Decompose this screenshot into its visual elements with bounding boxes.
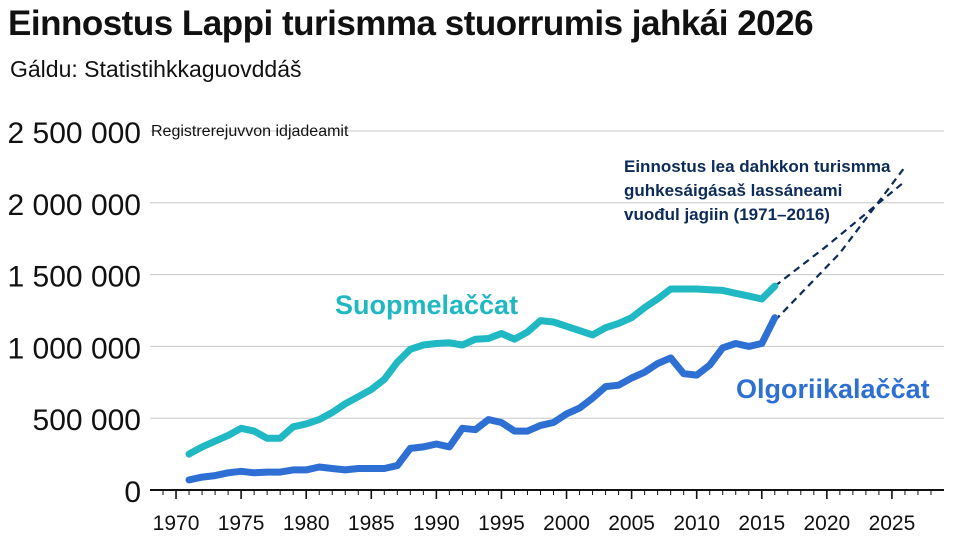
- chart-title: Einnostus Lappi turismma stuorrumis jahk…: [8, 4, 814, 43]
- gridlines: [150, 130, 944, 419]
- series-label-suopmelaccat: Suopmelaččat: [335, 290, 518, 320]
- forecast-annotation: Einnostus lea dahkkon turismma guhkesáigá…: [624, 157, 891, 224]
- x-tick-label: 2015: [738, 512, 785, 535]
- x-tick-label: 2020: [803, 512, 850, 535]
- y-tick-label: 0: [124, 476, 141, 509]
- x-tick-label: 1975: [218, 512, 265, 535]
- annotation-line: vuođul jagiin (1971–2016): [624, 205, 830, 224]
- x-tick-label: 1980: [283, 512, 330, 535]
- x-axis: 1970 1975 1980 1985 1990 1995 2000 2005 2010 2015…: [150, 489, 944, 535]
- series-lines: [185, 166, 906, 484]
- chart-subtitle: Gáldu: Statistihkkaguovddáš: [10, 56, 302, 82]
- y-tick-labels: 0 500 000 1 000 000 1 500 000 2 000 000 2 500…: [8, 117, 141, 509]
- series-line: [185, 314, 779, 484]
- x-tick-label: 1995: [478, 512, 525, 535]
- y-tick-label: 1 500 000: [8, 261, 141, 294]
- y-tick-label: 2 500 000: [8, 117, 141, 150]
- y-tick-label: 500 000: [33, 404, 141, 437]
- y-tick-label: 2 000 000: [8, 189, 141, 222]
- series-line: [185, 282, 779, 458]
- annotation-line: guhkesáigásaš lassáneami: [624, 181, 842, 200]
- series-label-olgoriikalaccat: Olgoriikalaččat: [736, 374, 930, 404]
- y-axis-label: Registrerejuvvon idjadeamit: [151, 123, 349, 140]
- y-tick-label: 1 000 000: [8, 332, 141, 365]
- x-tick-label: 2000: [543, 512, 590, 535]
- x-tick-label: 2005: [608, 512, 655, 535]
- x-tick-label: 1990: [413, 512, 460, 535]
- annotation-line: Einnostus lea dahkkon turismma: [624, 157, 891, 176]
- x-tick-label: 1985: [348, 512, 395, 535]
- x-tick-label: 1970: [153, 512, 200, 535]
- x-tick-label: 2025: [869, 512, 916, 535]
- x-tick-label: 2010: [673, 512, 720, 535]
